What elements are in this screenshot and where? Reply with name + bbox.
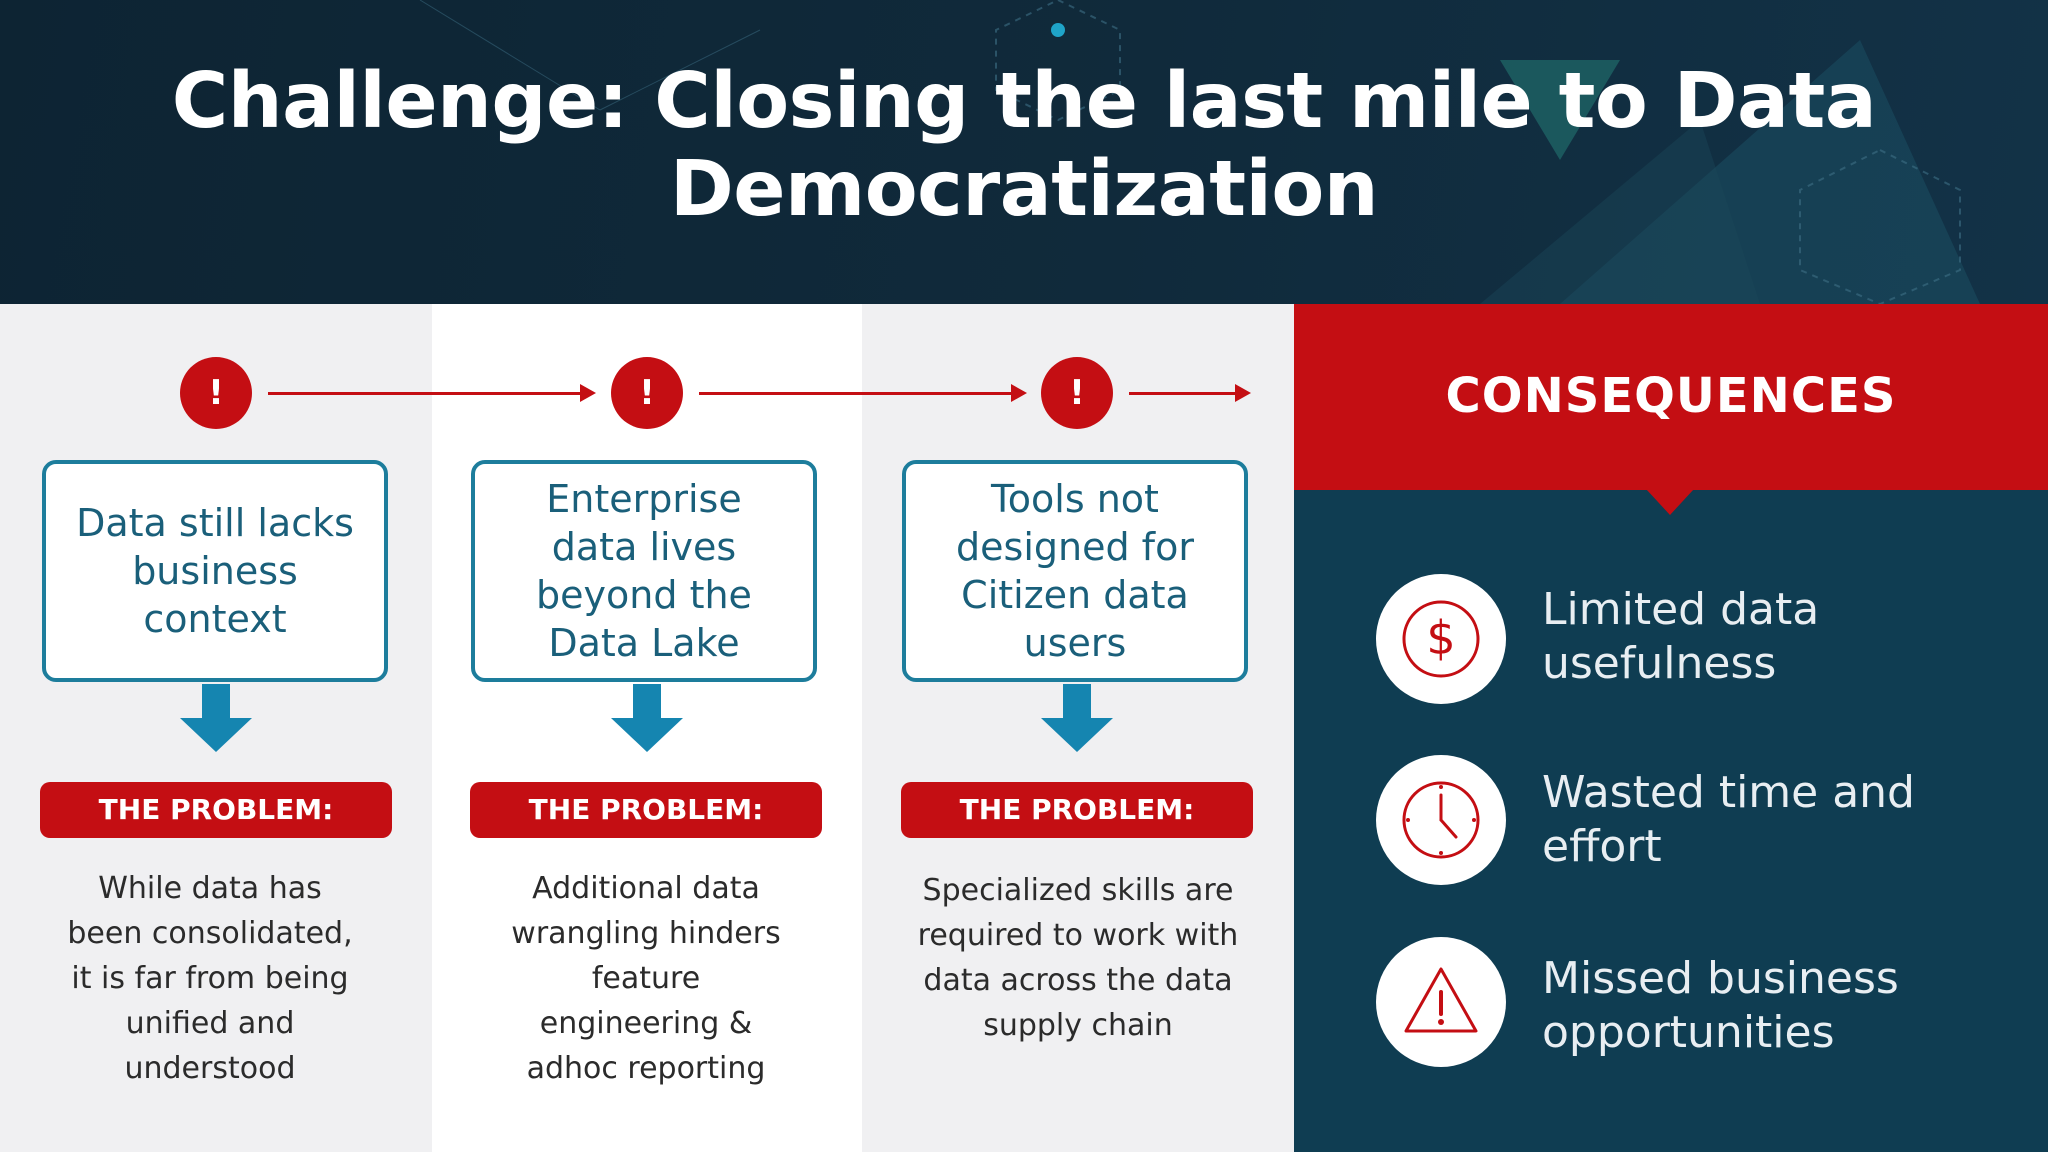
desc-line: adhoc reporting — [526, 1051, 766, 1086]
title-line-1: Challenge: Closing the last mile to Data — [171, 57, 1877, 146]
consequence-line: opportunities — [1542, 1007, 1835, 1058]
step-box-line: Data still lacks — [76, 501, 354, 545]
consequence-line: effort — [1542, 821, 1662, 872]
consequence-text: Limited data usefulness — [1542, 583, 2002, 691]
consequence-line: Wasted time and — [1542, 767, 1915, 818]
desc-line: understood — [124, 1051, 296, 1086]
desc-line: unified and — [125, 1006, 295, 1041]
consequences-header-notch — [1646, 489, 1694, 515]
step-box-line: beyond the — [536, 573, 752, 617]
step-box-3: Tools not designed for Citizen data user… — [902, 460, 1248, 682]
step-box-line: designed for — [956, 525, 1194, 569]
desc-line: required to work with — [917, 918, 1239, 953]
dollar-icon: $ — [1376, 574, 1506, 704]
consequence-line: usefulness — [1542, 638, 1777, 689]
alert-icon: ! — [611, 357, 683, 429]
step-box-line: context — [143, 597, 287, 641]
step-box-text: Data still lacks business context — [76, 499, 354, 643]
problem-description: Specialized skills are required to work … — [891, 868, 1265, 1048]
problem-label: THE PROBLEM: — [470, 782, 822, 838]
step-box-line: Citizen data — [961, 573, 1189, 617]
down-arrow-head — [1041, 718, 1113, 752]
header-banner: Challenge: Closing the last mile to Data… — [0, 0, 2048, 304]
step-box-line: users — [1023, 621, 1127, 665]
step-box-line: data lives — [551, 525, 737, 569]
desc-line: supply chain — [983, 1008, 1173, 1043]
down-arrow-shaft — [1063, 684, 1091, 720]
step-box-text: Enterprise data lives beyond the Data La… — [536, 475, 752, 667]
consequence-text: Missed business opportunities — [1542, 952, 2002, 1060]
desc-line: been consolidated, — [67, 916, 353, 951]
desc-line: Additional data — [532, 871, 760, 906]
down-arrow-head — [611, 718, 683, 752]
network-decoration — [419, 0, 1980, 304]
step-box-line: Tools not — [991, 477, 1159, 521]
desc-line: it is far from being — [71, 961, 349, 996]
desc-line: data across the data — [923, 963, 1233, 998]
down-arrow-shaft — [202, 684, 230, 720]
consequence-line: Missed business — [1542, 953, 1899, 1004]
step-box-line: Data Lake — [548, 621, 740, 665]
desc-line: While data has — [98, 871, 322, 906]
desc-line: wrangling hinders — [511, 916, 781, 951]
problem-label: THE PROBLEM: — [40, 782, 392, 838]
consequences-title: CONSEQUENCES — [1445, 368, 1897, 424]
alert-icon: ! — [1041, 357, 1113, 429]
down-arrow-head — [180, 718, 252, 752]
flow-arrow-line — [699, 392, 1011, 395]
warning-icon — [1376, 937, 1506, 1067]
page-title: Challenge: Closing the last mile to Data… — [0, 58, 2048, 234]
problem-label: THE PROBLEM: — [901, 782, 1253, 838]
flow-arrow-line — [1129, 392, 1235, 395]
svg-text:$: $ — [1426, 611, 1455, 665]
flow-arrow-head — [580, 384, 596, 402]
step-box-line: Enterprise — [546, 477, 742, 521]
step-box-text: Tools not designed for Citizen data user… — [956, 475, 1194, 667]
step-box-1: Data still lacks business context — [42, 460, 388, 682]
problem-description: While data has been consolidated, it is … — [40, 866, 380, 1091]
title-line-2: Democratization — [669, 145, 1379, 234]
desc-line: feature — [591, 961, 701, 996]
step-box-2: Enterprise data lives beyond the Data La… — [471, 460, 817, 682]
consequence-line: Limited data — [1542, 584, 1820, 635]
desc-line: engineering & — [539, 1006, 753, 1041]
clock-icon — [1376, 755, 1506, 885]
flow-arrow-head — [1235, 384, 1251, 402]
alert-icon: ! — [180, 357, 252, 429]
step-box-line: business — [132, 549, 298, 593]
problem-description: Additional data wrangling hinders featur… — [476, 866, 816, 1091]
desc-line: Specialized skills are — [922, 873, 1234, 908]
down-arrow-shaft — [633, 684, 661, 720]
consequence-text: Wasted time and effort — [1542, 766, 2002, 874]
consequences-header — [1294, 304, 2048, 490]
flow-arrow-line — [268, 392, 580, 395]
flow-arrow-head — [1011, 384, 1027, 402]
